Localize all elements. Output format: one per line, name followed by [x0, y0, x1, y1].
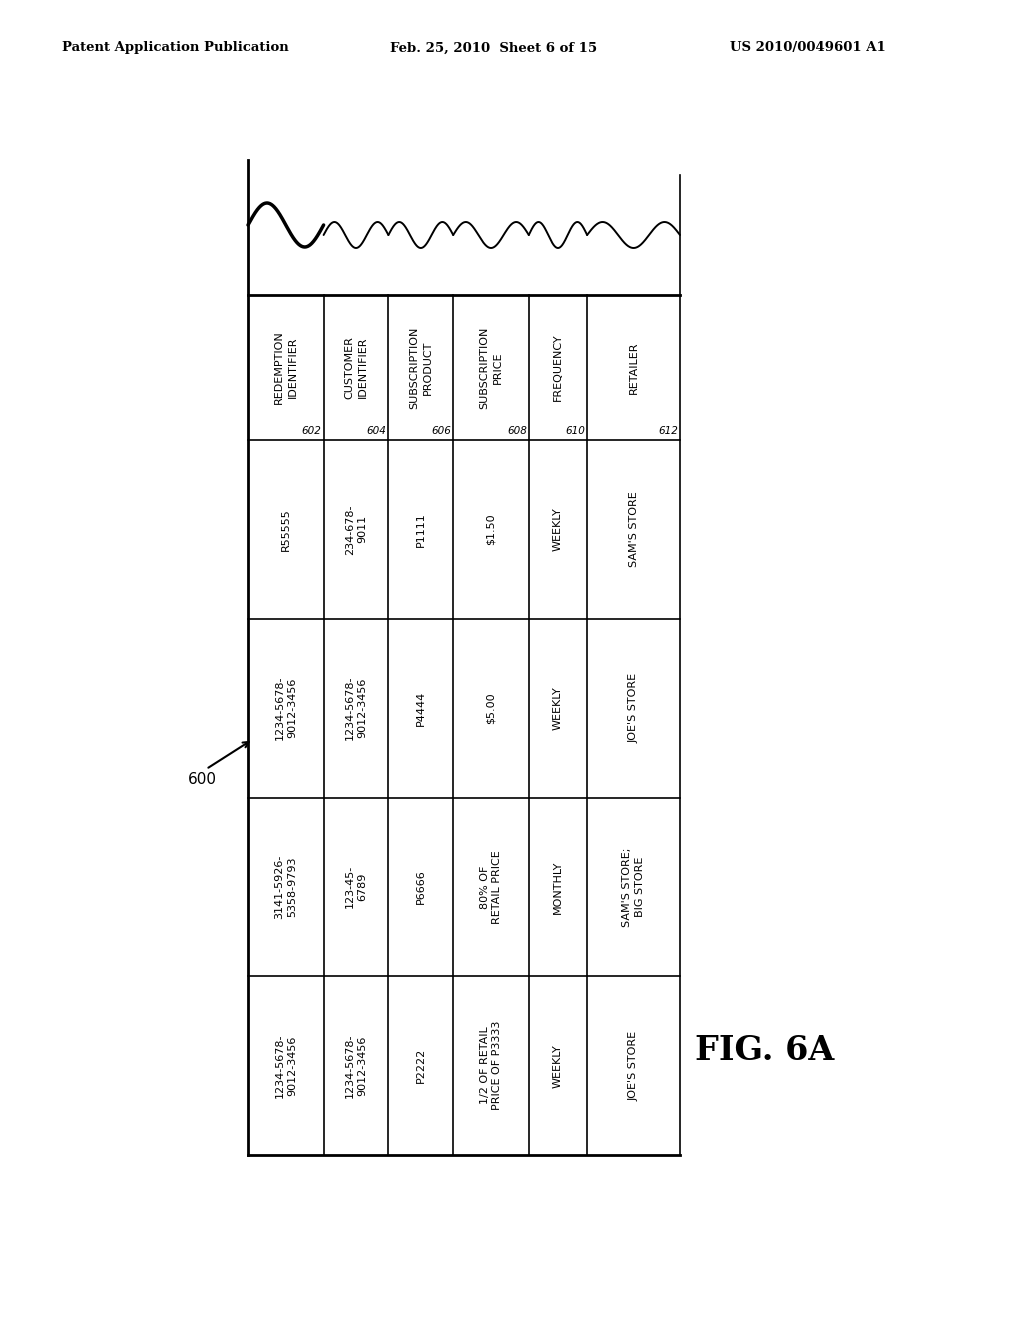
Text: P6666: P6666: [416, 870, 426, 904]
Text: SUBSCRIPTION
PRICE: SUBSCRIPTION PRICE: [479, 326, 503, 409]
Text: 608: 608: [507, 426, 526, 436]
Text: WEEKLY: WEEKLY: [553, 507, 563, 552]
Text: SAM'S STORE;
BIG STORE: SAM'S STORE; BIG STORE: [623, 847, 645, 927]
Text: FREQUENCY: FREQUENCY: [553, 334, 563, 401]
Text: 606: 606: [431, 426, 452, 436]
Text: P2222: P2222: [416, 1048, 426, 1084]
Text: 1/2 OF RETAIL
PRICE OF P3333: 1/2 OF RETAIL PRICE OF P3333: [480, 1020, 502, 1110]
Text: 1234-5678-
9012-3456: 1234-5678- 9012-3456: [274, 676, 297, 741]
Text: 1234-5678-
9012-3456: 1234-5678- 9012-3456: [345, 1034, 368, 1098]
Text: REDEMPTION
IDENTIFIER: REDEMPTION IDENTIFIER: [274, 330, 297, 404]
Text: CUSTOMER
IDENTIFIER: CUSTOMER IDENTIFIER: [344, 337, 368, 399]
Text: 1234-5678-
9012-3456: 1234-5678- 9012-3456: [274, 1034, 297, 1098]
Text: JOE'S STORE: JOE'S STORE: [629, 673, 639, 743]
Text: MONTHLY: MONTHLY: [553, 861, 563, 913]
Text: Feb. 25, 2010  Sheet 6 of 15: Feb. 25, 2010 Sheet 6 of 15: [390, 41, 597, 54]
Text: 602: 602: [302, 426, 322, 436]
Text: WEEKLY: WEEKLY: [553, 686, 563, 730]
Text: P4444: P4444: [416, 690, 426, 726]
Text: 610: 610: [565, 426, 585, 436]
Text: RETAILER: RETAILER: [629, 342, 639, 393]
Text: 123-45-
6789: 123-45- 6789: [345, 865, 368, 908]
Text: 604: 604: [367, 426, 386, 436]
Text: SAM'S STORE: SAM'S STORE: [629, 491, 639, 568]
Text: 1234-5678-
9012-3456: 1234-5678- 9012-3456: [345, 676, 368, 741]
Text: 600: 600: [188, 772, 217, 787]
Text: R55555: R55555: [281, 508, 291, 550]
Text: SUBSCRIPTION
PRODUCT: SUBSCRIPTION PRODUCT: [410, 326, 432, 409]
Text: WEEKLY: WEEKLY: [553, 1044, 563, 1088]
Text: 612: 612: [658, 426, 678, 436]
Text: JOE'S STORE: JOE'S STORE: [629, 1031, 639, 1101]
Text: $5.00: $5.00: [486, 692, 496, 723]
Text: P1111: P1111: [416, 512, 426, 546]
Text: $1.50: $1.50: [486, 513, 496, 545]
Text: Patent Application Publication: Patent Application Publication: [62, 41, 289, 54]
Text: US 2010/0049601 A1: US 2010/0049601 A1: [730, 41, 886, 54]
Text: FIG. 6A: FIG. 6A: [695, 1034, 835, 1067]
Text: 80% OF
RETAIL PRICE: 80% OF RETAIL PRICE: [480, 850, 502, 924]
Text: 3141-5926-
5358-9793: 3141-5926- 5358-9793: [274, 854, 297, 919]
Text: 234-678-
9011: 234-678- 9011: [345, 504, 368, 554]
